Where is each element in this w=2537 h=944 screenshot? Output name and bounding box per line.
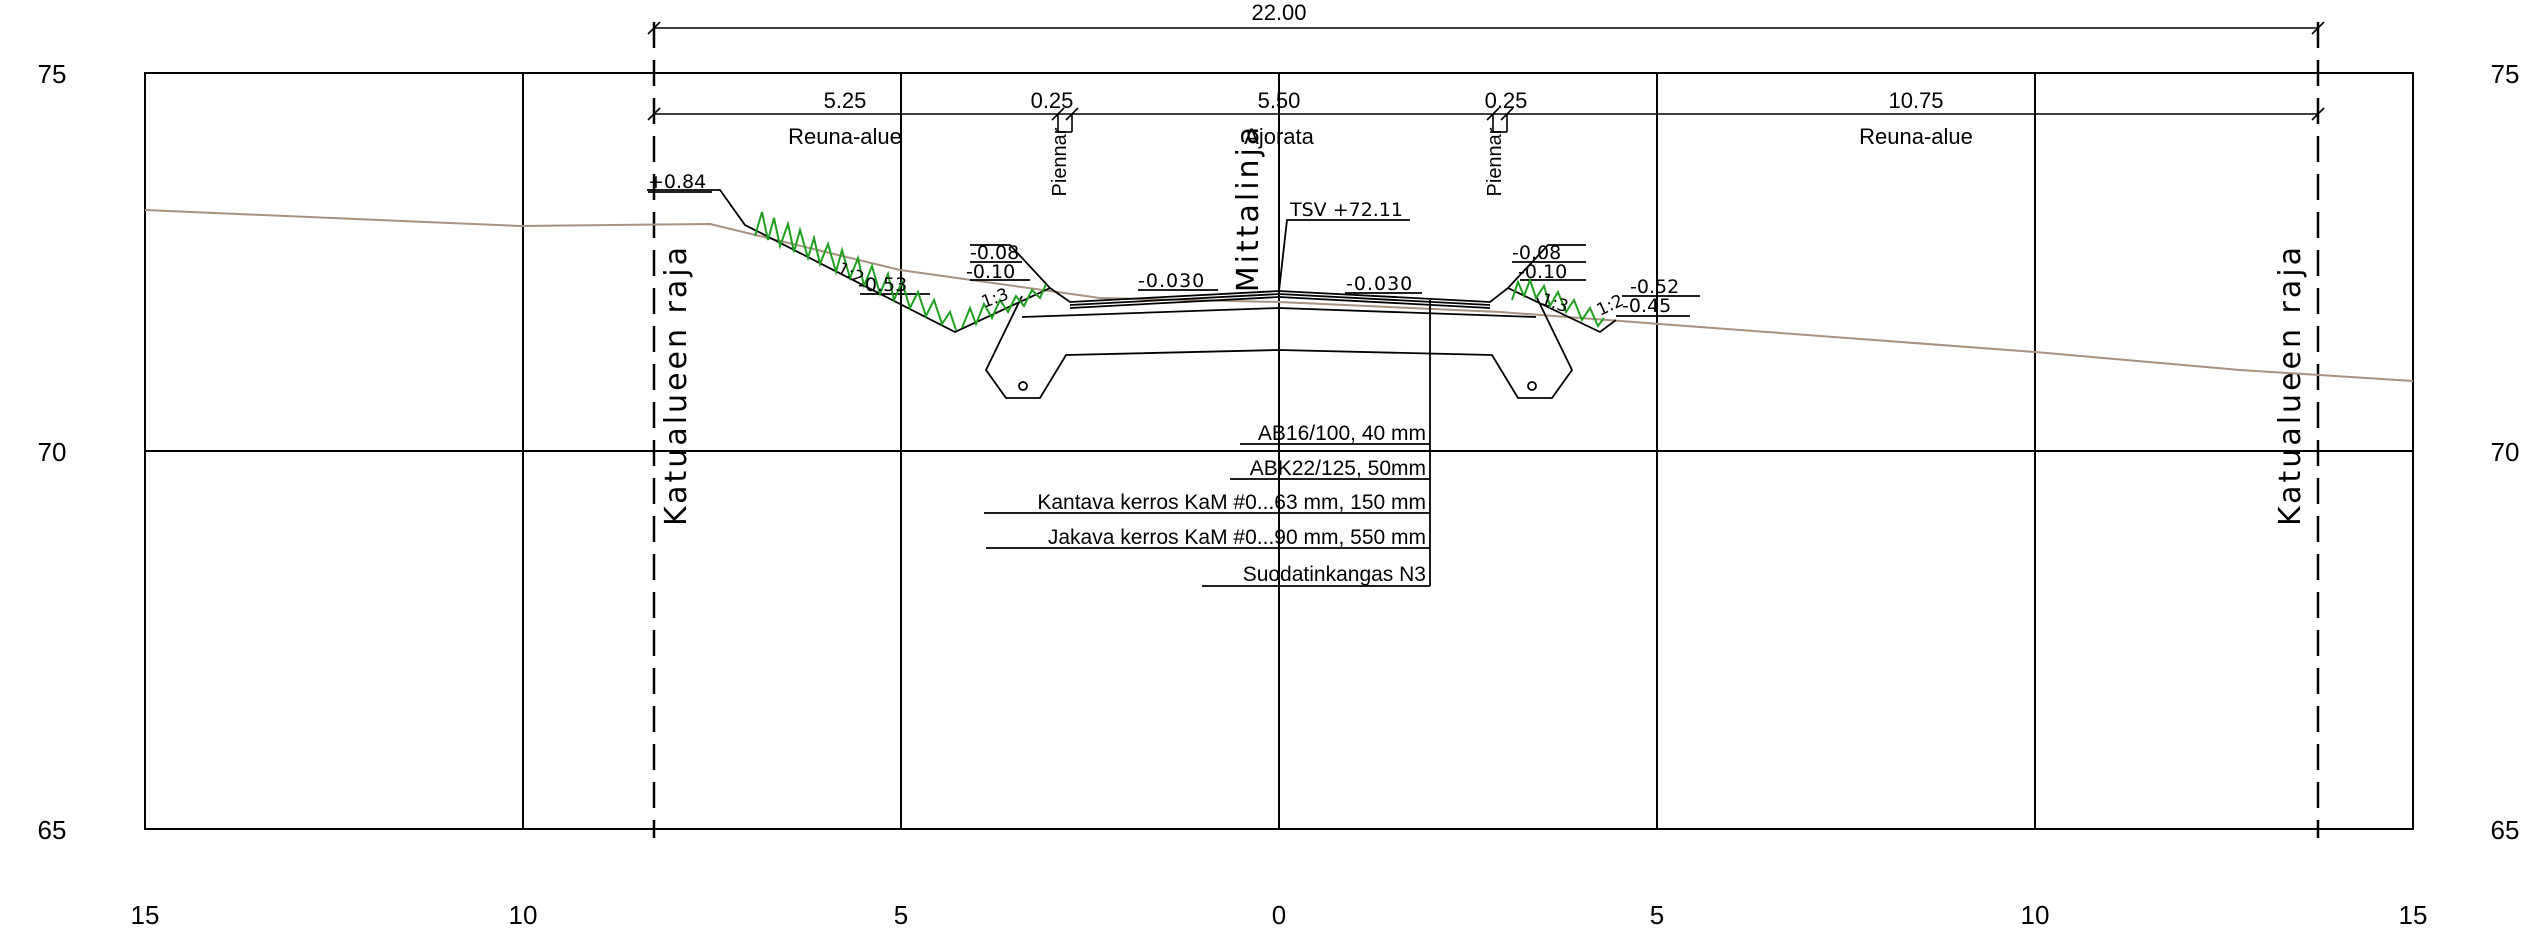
dimension-carriageway: 5.50 [1258,88,1301,113]
zone-left-edge: Reuna-alue [788,124,902,149]
x-tick-10-left: 10 [509,900,538,930]
y-tick-65-left: 65 [38,815,67,845]
right-boundary-label: Katualueen raja [2273,244,2308,526]
level-left-top: +0.84 [648,171,706,193]
x-tick-5-left: 5 [894,900,908,930]
level-left-curb-a: -0.08 [970,242,1019,264]
x-tick-0: 0 [1272,900,1286,930]
y-tick-65-right: 65 [2491,815,2520,845]
zone-right-edge: Reuna-alue [1859,124,1973,149]
dimension-lines [647,21,2325,133]
level-left-curb-b: -0.10 [966,261,1015,283]
x-tick-10-right: 10 [2021,900,2050,930]
x-tick-5-right: 5 [1650,900,1664,930]
zone-left-shoulder: Piennar [1049,127,1071,196]
zone-carriageway: Ajorata [1244,124,1314,149]
level-right-b: -0.45 [1622,295,1671,317]
level-right-curb-b: -0.10 [1518,261,1567,283]
layer-5: Suodatinkangas N3 [1243,563,1426,586]
grid-lines [145,73,2413,829]
layer-3: Kantava kerros KaM #0...63 mm, 150 mm [1037,491,1426,514]
zone-right-shoulder: Piennar [1484,127,1506,196]
dimension-left-shoulder: 0.25 [1031,88,1074,113]
road-profile [647,189,1700,587]
y-tick-75-left: 75 [38,59,67,89]
dimension-right-shoulder: 0.25 [1485,88,1528,113]
x-tick-15-right: 15 [2399,900,2428,930]
grass-markings [754,211,1605,331]
left-boundary-label: Katualueen raja [659,244,694,526]
level-left-ditch: -0.53 [858,274,907,296]
level-right-a: -0.52 [1630,276,1679,298]
y-tick-70-left: 70 [38,437,67,467]
x-tick-15-left: 15 [131,900,160,930]
centerline-label: Mittalinja [1231,124,1266,293]
layer-1: AB16/100, 40 mm [1258,422,1426,445]
layer-2: ABK22/125, 50mm [1250,457,1426,480]
crossfall-left: -0.030 [1138,270,1205,292]
tsv-label: TSV +72.11 [1289,199,1403,221]
dimension-right-edge: 10.75 [1888,88,1943,113]
dimension-left-edge: 5.25 [824,88,867,113]
crossfall-right: -0.030 [1346,273,1413,295]
dimension-total: 22.00 [1251,0,1306,25]
y-tick-75-right: 75 [2491,59,2520,89]
level-right-curb-a: -0.08 [1512,242,1561,264]
layer-4: Jakava kerros KaM #0...90 mm, 550 mm [1048,526,1426,549]
y-tick-70-right: 70 [2491,437,2520,467]
existing-ground-line [144,209,2414,382]
